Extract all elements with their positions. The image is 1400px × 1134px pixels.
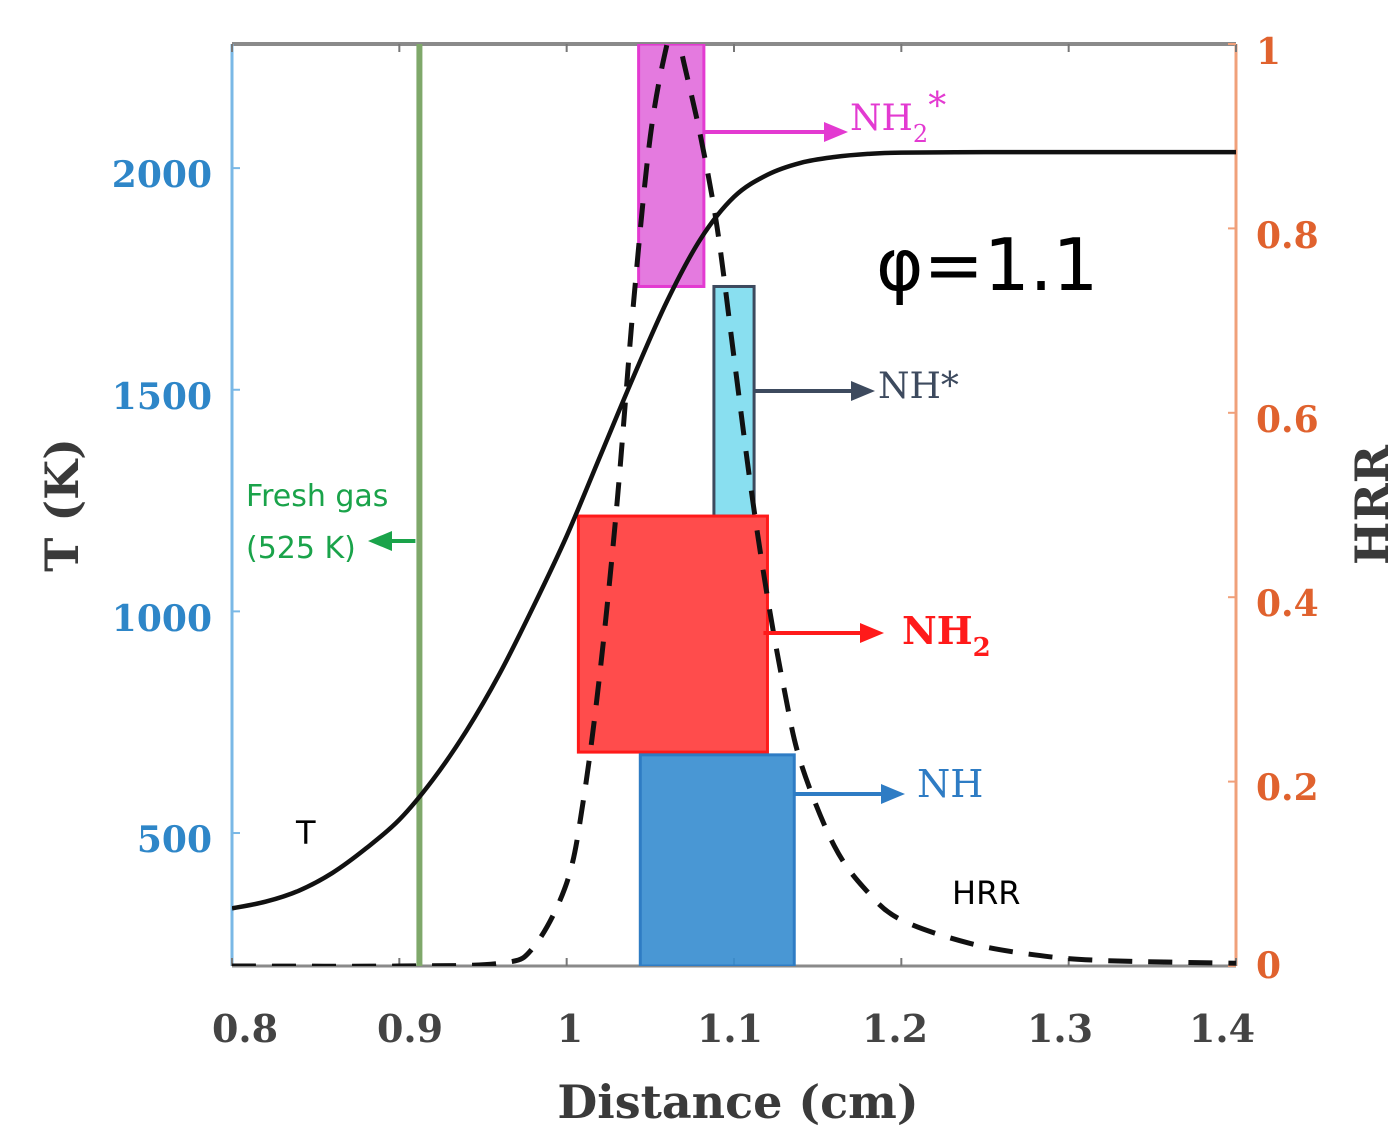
fresh-gas-label-line1: Fresh gas [246,479,388,514]
y-right-tick-label-0: 0 [1256,945,1281,987]
y-right-tick-label-1: 1 [1256,31,1281,73]
nh2-label-base: NH [902,608,973,653]
nh-label: NH [917,762,983,806]
nh2-star-label: NH2* [850,86,946,148]
arrows-layer [368,122,905,804]
y-right-tick-label-0.8: 0.8 [1256,215,1319,257]
regions-layer [576,44,796,966]
y-left-tick-label-500: 500 [137,819,212,861]
nh2-star-label-base: NH [850,98,913,139]
x-tick-label-1: 1 [557,1006,583,1051]
nh2-star-arrow-head [824,122,848,142]
fresh-gas-label-line2: (525 K) [246,531,356,566]
nh-star-arrow-head [851,381,875,401]
fresh-gas-arrow [368,531,416,551]
y-right-axis-label: HRR [1345,444,1399,565]
y-right-tick-label-0.4: 0.4 [1256,583,1319,625]
region-nh [638,753,796,966]
nh2-arrow-head [860,623,884,643]
phi-label: φ=1.1 [876,223,1098,307]
nh-star-arrow [754,381,875,401]
tick-labels: 500 1000 1500 2000 0 0.2 0.4 0.6 0.8 1 0… [112,31,1319,1051]
nh-arrow [794,784,905,804]
x-tick-label-1.4: 1.4 [1189,1006,1255,1051]
temperature-series-label: T [295,814,316,852]
nh-star-label: NH* [878,366,959,407]
y-right-tick-label-0.2: 0.2 [1256,767,1319,809]
nh2-label: NH2 [902,608,991,663]
y-left-tick-label-1000: 1000 [112,598,212,640]
y-left-axis-label: T (K) [35,438,89,572]
region-nh2-star [637,44,706,288]
y-left-tick-label-2000: 2000 [112,154,212,196]
x-tick-label-1.2: 1.2 [862,1006,928,1051]
nh-arrow-head [881,784,905,804]
x-tick-label-1.3: 1.3 [1027,1006,1093,1051]
x-tick-label-0.8: 0.8 [212,1006,278,1051]
x-tick-label-0.9: 0.9 [377,1006,443,1051]
x-tick-label-1.1: 1.1 [697,1006,763,1051]
nh2-star-arrow [703,122,848,142]
fresh-gas-arrow-head [368,531,392,551]
y-left-tick-label-1500: 1500 [112,376,212,418]
nh2-arrow [763,623,884,643]
hrr-series-line [232,44,1236,966]
x-axis-label: Distance (cm) [557,1075,918,1129]
temperature-series-line [232,149,1236,911]
nh2-label-sub: 2 [973,633,991,663]
y-right-tick-label-0.6: 0.6 [1256,399,1319,441]
region-nh-star [712,284,756,518]
hrr-series-label: HRR [952,874,1021,912]
nh2-star-label-sup: * [928,86,946,127]
region-nh2 [576,514,769,754]
nh2-star-label-sub: 2 [913,120,928,148]
